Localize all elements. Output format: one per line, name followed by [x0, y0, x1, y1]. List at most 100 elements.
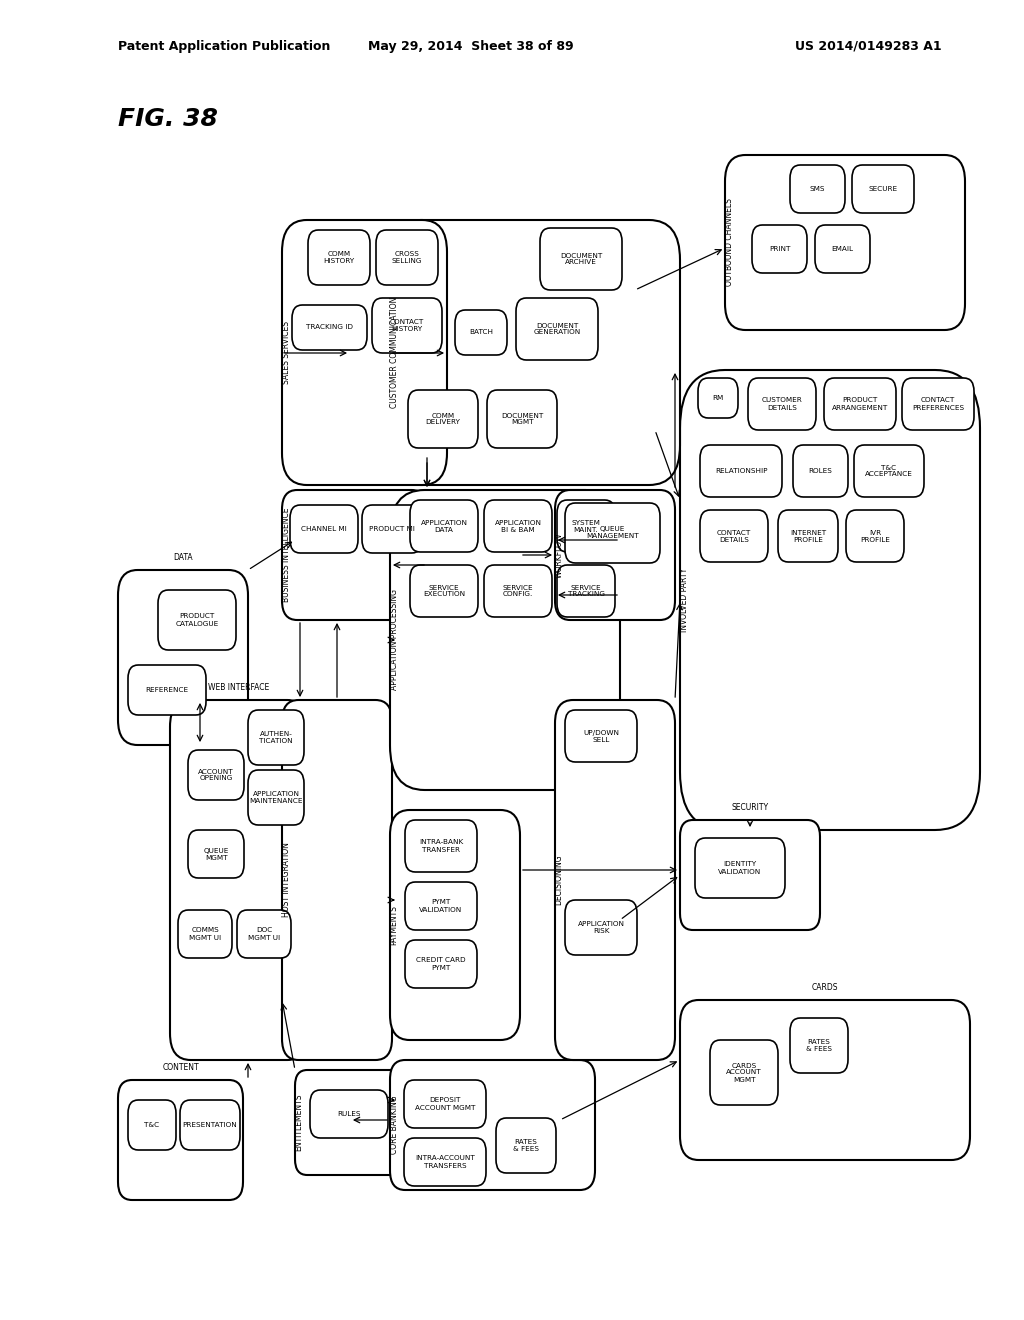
Text: DOCUMENT
GENERATION: DOCUMENT GENERATION — [534, 322, 581, 335]
FancyBboxPatch shape — [118, 570, 248, 744]
FancyBboxPatch shape — [846, 510, 904, 562]
Text: SECURITY: SECURITY — [731, 803, 769, 812]
FancyBboxPatch shape — [484, 565, 552, 616]
FancyBboxPatch shape — [128, 1100, 176, 1150]
FancyBboxPatch shape — [180, 1100, 240, 1150]
Text: TRACKING ID: TRACKING ID — [306, 325, 353, 330]
FancyBboxPatch shape — [290, 506, 358, 553]
Text: CHANNEL MI: CHANNEL MI — [301, 525, 347, 532]
Text: DOCUMENT
MGMT: DOCUMENT MGMT — [501, 412, 543, 425]
FancyBboxPatch shape — [852, 165, 914, 213]
FancyBboxPatch shape — [790, 165, 845, 213]
Text: EMAIL: EMAIL — [831, 246, 853, 252]
FancyBboxPatch shape — [540, 228, 622, 290]
Text: APPLICATION
MAINTENANCE: APPLICATION MAINTENANCE — [249, 791, 303, 804]
FancyBboxPatch shape — [748, 378, 816, 430]
Text: CROSS
SELLING: CROSS SELLING — [392, 251, 422, 264]
Text: SERVICE
TRACKING: SERVICE TRACKING — [567, 585, 604, 598]
FancyBboxPatch shape — [565, 710, 637, 762]
Text: WEB INTERFACE: WEB INTERFACE — [208, 682, 269, 692]
FancyBboxPatch shape — [282, 220, 447, 484]
FancyBboxPatch shape — [516, 298, 598, 360]
FancyBboxPatch shape — [406, 820, 477, 873]
Text: SECURE: SECURE — [868, 186, 898, 191]
FancyBboxPatch shape — [710, 1040, 778, 1105]
FancyBboxPatch shape — [815, 224, 870, 273]
Text: HOST INTEGRATION: HOST INTEGRATION — [282, 842, 291, 917]
FancyBboxPatch shape — [680, 370, 980, 830]
Text: PYMT
VALIDATION: PYMT VALIDATION — [420, 899, 463, 912]
Text: SYSTEM
MAINT.: SYSTEM MAINT. — [571, 520, 600, 532]
FancyBboxPatch shape — [308, 230, 370, 285]
Text: RM: RM — [713, 395, 724, 401]
FancyBboxPatch shape — [824, 378, 896, 430]
FancyBboxPatch shape — [680, 820, 820, 931]
Text: T&C
ACCEPTANCE: T&C ACCEPTANCE — [865, 465, 913, 478]
Text: DECISIONING: DECISIONING — [555, 854, 563, 906]
FancyBboxPatch shape — [410, 500, 478, 552]
FancyBboxPatch shape — [390, 220, 680, 484]
Text: ROLES: ROLES — [809, 469, 833, 474]
Text: WORKFLOW: WORKFLOW — [555, 532, 563, 578]
Text: US 2014/0149283 A1: US 2014/0149283 A1 — [796, 40, 942, 53]
FancyBboxPatch shape — [372, 298, 442, 352]
Text: SALES SERVICES: SALES SERVICES — [282, 321, 291, 384]
FancyBboxPatch shape — [118, 1080, 243, 1200]
Text: INVOLVED PARTY: INVOLVED PARTY — [680, 568, 688, 632]
Text: BUSINESS INTELLIGENCE: BUSINESS INTELLIGENCE — [282, 508, 291, 602]
Text: RATES
& FEES: RATES & FEES — [513, 1139, 539, 1152]
Text: QUEUE
MANAGEMENT: QUEUE MANAGEMENT — [586, 527, 639, 540]
FancyBboxPatch shape — [170, 700, 308, 1060]
Text: APPLICATION
DATA: APPLICATION DATA — [421, 520, 468, 532]
Text: CREDIT CARD
PYMT: CREDIT CARD PYMT — [416, 957, 466, 970]
FancyBboxPatch shape — [778, 510, 838, 562]
FancyBboxPatch shape — [700, 445, 782, 498]
Text: CONTACT
HISTORY: CONTACT HISTORY — [390, 319, 424, 333]
Text: PRODUCT
ARRANGEMENT: PRODUCT ARRANGEMENT — [831, 397, 888, 411]
FancyBboxPatch shape — [404, 1138, 486, 1185]
FancyBboxPatch shape — [158, 590, 236, 649]
FancyBboxPatch shape — [496, 1118, 556, 1173]
FancyBboxPatch shape — [487, 389, 557, 447]
Text: CONTACT
PREFERENCES: CONTACT PREFERENCES — [912, 397, 964, 411]
Text: COMMS
MGMT UI: COMMS MGMT UI — [189, 928, 221, 940]
Text: RELATIONSHIP: RELATIONSHIP — [715, 469, 767, 474]
FancyBboxPatch shape — [555, 490, 675, 620]
FancyBboxPatch shape — [752, 224, 807, 273]
Text: OUTBOUND CHANNELS: OUTBOUND CHANNELS — [725, 198, 733, 286]
Text: CUSTOMER COMMUNICATION: CUSTOMER COMMUNICATION — [389, 297, 398, 408]
FancyBboxPatch shape — [292, 305, 367, 350]
Text: CONTENT: CONTENT — [162, 1063, 199, 1072]
Text: RULES: RULES — [337, 1111, 360, 1117]
Text: AUTHEN-
TICATION: AUTHEN- TICATION — [259, 731, 293, 744]
Text: REFERENCE: REFERENCE — [145, 686, 188, 693]
FancyBboxPatch shape — [455, 310, 507, 355]
FancyBboxPatch shape — [793, 445, 848, 498]
FancyBboxPatch shape — [128, 665, 206, 715]
Text: COMM
DELIVERY: COMM DELIVERY — [426, 412, 461, 425]
Text: PRESENTATION: PRESENTATION — [182, 1122, 238, 1129]
FancyBboxPatch shape — [248, 770, 304, 825]
Text: PRODUCT MI: PRODUCT MI — [369, 525, 415, 532]
Text: IVR
PROFILE: IVR PROFILE — [860, 529, 890, 543]
Text: May 29, 2014  Sheet 38 of 89: May 29, 2014 Sheet 38 of 89 — [369, 40, 573, 53]
Text: Patent Application Publication: Patent Application Publication — [118, 40, 330, 53]
FancyBboxPatch shape — [555, 700, 675, 1060]
Text: INTRA-ACCOUNT
TRANSFERS: INTRA-ACCOUNT TRANSFERS — [415, 1155, 475, 1168]
Text: INTRA-BANK
TRANSFER: INTRA-BANK TRANSFER — [419, 840, 463, 853]
FancyBboxPatch shape — [410, 565, 478, 616]
FancyBboxPatch shape — [557, 500, 615, 552]
Text: BATCH: BATCH — [469, 330, 493, 335]
Text: DEPOSIT
ACCOUNT MGMT: DEPOSIT ACCOUNT MGMT — [415, 1097, 475, 1110]
Text: CARDS: CARDS — [812, 983, 839, 993]
FancyBboxPatch shape — [178, 909, 232, 958]
Text: ACCOUNT
OPENING: ACCOUNT OPENING — [199, 768, 233, 781]
Text: UP/DOWN
SELL: UP/DOWN SELL — [583, 730, 618, 742]
Text: CONTACT
DETAILS: CONTACT DETAILS — [717, 529, 752, 543]
FancyBboxPatch shape — [406, 940, 477, 987]
FancyBboxPatch shape — [404, 1080, 486, 1129]
FancyBboxPatch shape — [854, 445, 924, 498]
FancyBboxPatch shape — [406, 882, 477, 931]
FancyBboxPatch shape — [565, 900, 637, 954]
FancyBboxPatch shape — [725, 154, 965, 330]
